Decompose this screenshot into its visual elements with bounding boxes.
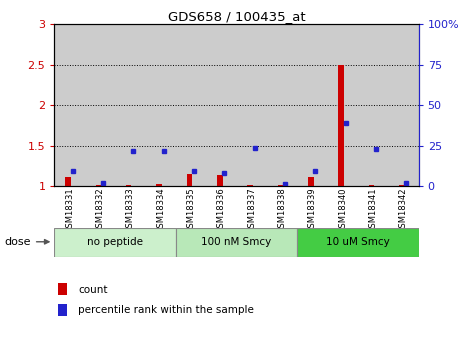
Bar: [176, 24, 206, 186]
Title: GDS658 / 100435_at: GDS658 / 100435_at: [168, 10, 305, 23]
Bar: [297, 24, 327, 186]
Text: 10 uM Smcy: 10 uM Smcy: [326, 237, 390, 247]
Text: count: count: [78, 285, 107, 295]
Bar: [339, 65, 344, 186]
Bar: [267, 24, 297, 186]
Bar: [236, 24, 267, 186]
Text: 100 nM Smcy: 100 nM Smcy: [201, 237, 272, 247]
Bar: [327, 24, 358, 186]
Bar: [145, 24, 176, 186]
Bar: [85, 24, 115, 186]
Bar: [217, 175, 222, 186]
Bar: [58, 304, 67, 316]
Bar: [369, 185, 374, 186]
Bar: [297, 228, 419, 257]
Bar: [58, 283, 67, 295]
Bar: [176, 228, 297, 257]
Bar: [358, 24, 388, 186]
Bar: [157, 184, 162, 186]
Bar: [247, 185, 253, 186]
Text: no peptide: no peptide: [87, 237, 143, 247]
Text: dose: dose: [4, 237, 31, 247]
Bar: [206, 24, 236, 186]
Bar: [65, 177, 71, 186]
Bar: [54, 24, 85, 186]
Text: percentile rank within the sample: percentile rank within the sample: [78, 305, 254, 315]
Bar: [388, 24, 419, 186]
Bar: [115, 24, 146, 186]
Bar: [308, 177, 314, 186]
Bar: [54, 228, 176, 257]
Bar: [126, 185, 131, 186]
Bar: [187, 174, 192, 186]
